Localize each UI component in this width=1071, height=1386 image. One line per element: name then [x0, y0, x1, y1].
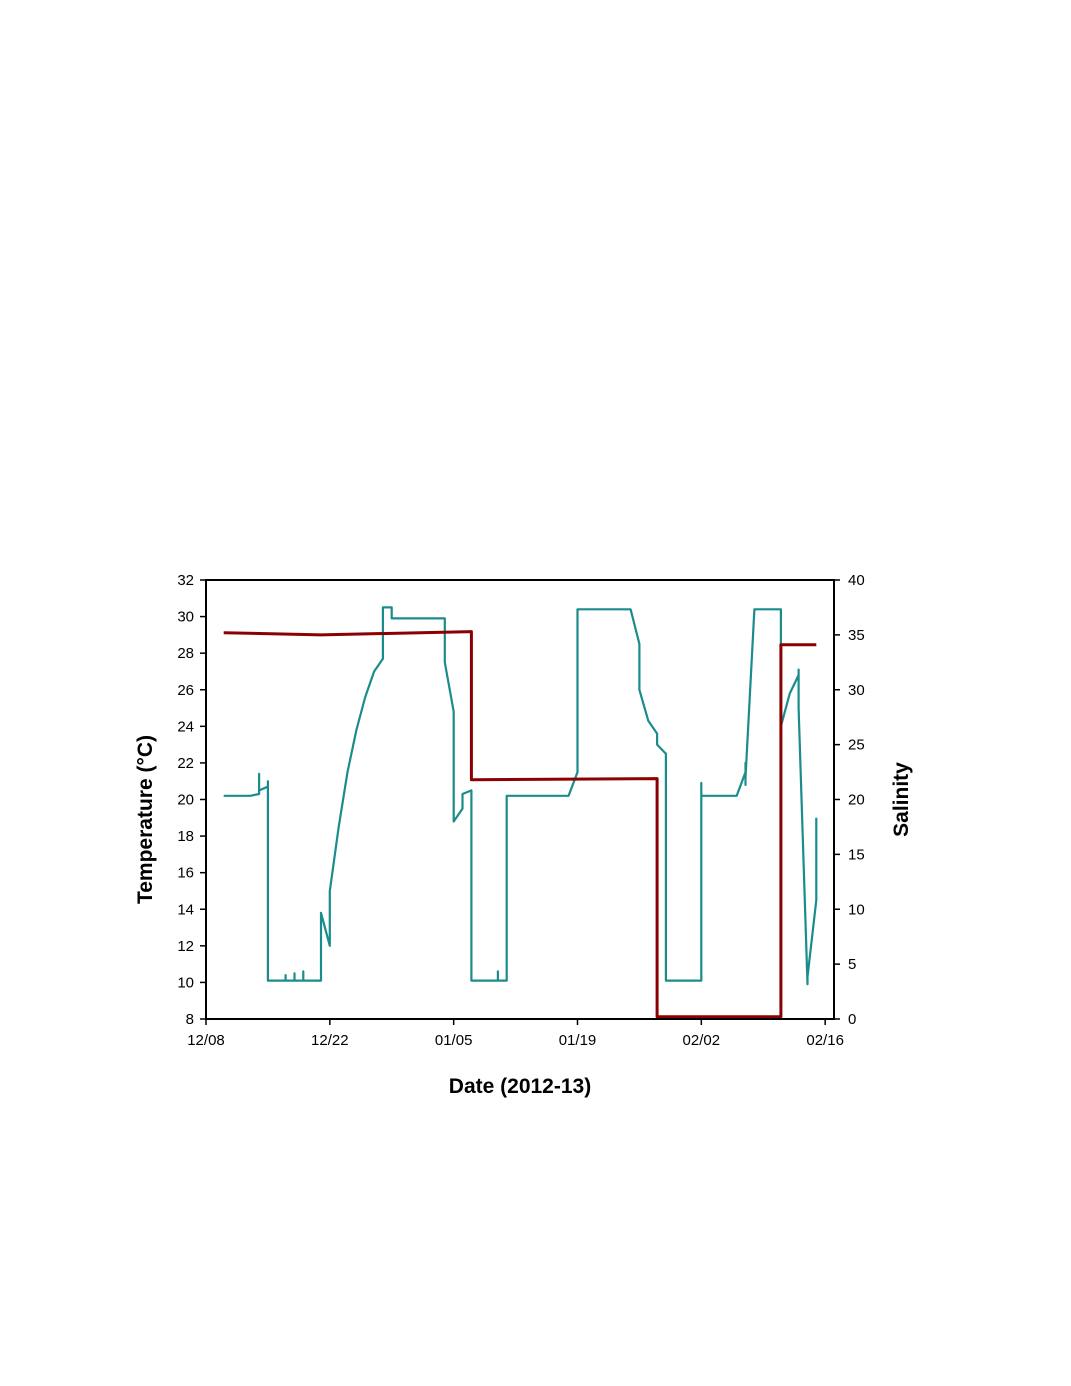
y-tick-label-temperature: 10	[177, 974, 194, 991]
y-tick-label-temperature: 8	[186, 1011, 194, 1028]
x-tick-label: 02/16	[806, 1032, 844, 1049]
series-layer	[223, 606, 818, 1019]
y-tick-label-salinity: 10	[848, 901, 865, 918]
y-tick-label-salinity: 35	[848, 627, 865, 644]
y-tick-label-temperature: 32	[177, 572, 194, 589]
y-tick-label-salinity: 25	[848, 737, 865, 754]
y-tick-label-temperature: 20	[177, 792, 194, 809]
x-tick-label: 01/19	[559, 1032, 597, 1049]
y-tick-label-temperature: 14	[177, 901, 194, 918]
x-axis-title: Date (2012-13)	[449, 1075, 591, 1098]
y-tick-label-temperature: 24	[177, 718, 194, 735]
y-tick-label-temperature: 26	[177, 682, 194, 699]
x-tick-label: 02/02	[683, 1032, 721, 1049]
y-tick-label-salinity: 0	[848, 1011, 856, 1028]
y-tick-label-temperature: 12	[177, 938, 194, 955]
temperature-series-line	[223, 606, 818, 986]
y-tick-label-salinity: 40	[848, 572, 865, 589]
x-tick-label: 01/05	[435, 1032, 473, 1049]
y-axis-title-salinity: Salinity	[890, 762, 913, 837]
y-tick-label-salinity: 30	[848, 682, 865, 699]
y-tick-label-salinity: 5	[848, 956, 856, 973]
plot-area-frame	[205, 579, 835, 1020]
y-tick-label-temperature: 18	[177, 828, 194, 845]
y-tick-label-temperature: 28	[177, 645, 194, 662]
y-tick-label-temperature: 30	[177, 609, 194, 626]
y-tick-label-temperature: 16	[177, 865, 194, 882]
x-tick-label: 12/22	[311, 1032, 349, 1049]
axes-layer: 12/08 12/22 01/05 01/19 02/02 02/16 8 10 12 14 16 1…	[177, 572, 864, 1049]
y-tick-label-salinity: 20	[848, 792, 865, 809]
x-tick-label: 12/08	[187, 1032, 225, 1049]
salinity-series-line	[223, 630, 817, 1019]
y-tick-label-temperature: 22	[177, 755, 194, 772]
y-tick-label-salinity: 15	[848, 846, 865, 863]
y-axis-title-temperature: Temperature (°C)	[134, 735, 157, 904]
